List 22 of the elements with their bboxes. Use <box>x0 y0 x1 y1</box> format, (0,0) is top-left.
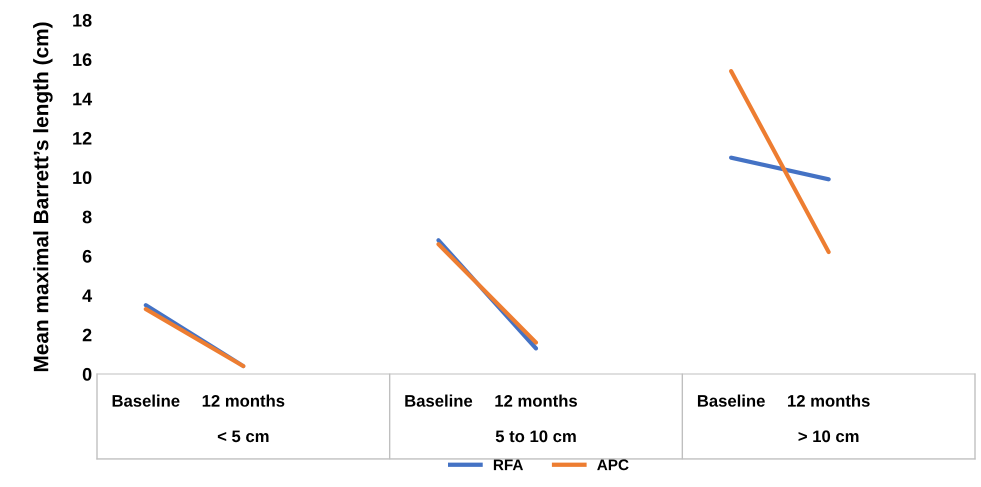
x-tick-label: Baseline <box>112 394 180 407</box>
y-tick-label: 6 <box>82 250 92 263</box>
y-tick-label: 10 <box>73 171 92 184</box>
x-tick-label: 12 months <box>495 394 577 407</box>
text: < 5 cm <box>218 430 268 442</box>
x-tick-label: 12 months <box>788 394 870 407</box>
x-tick-label: 12 months <box>202 394 284 407</box>
text: > 10 cm <box>798 430 858 442</box>
y-tick-label: 0 <box>82 368 92 381</box>
x-tick-label: Baseline <box>698 394 765 407</box>
text: 5 to 10 cm <box>496 430 576 442</box>
y-tick-label: 8 <box>82 210 92 224</box>
y-tick-label: 4 <box>82 289 92 302</box>
x-tick-label: Baseline <box>405 394 472 407</box>
y-tick-label: 16 <box>73 53 92 66</box>
y-tick-label: 14 <box>73 92 92 106</box>
legend-label: RFA <box>494 460 524 470</box>
y-tick-label: 18 <box>73 14 92 27</box>
y-tick-label: 2 <box>82 328 92 342</box>
y-tick-label: 12 <box>73 132 92 145</box>
y-axis-title: Mean maximal Barrett’s length (cm) <box>33 22 53 372</box>
legend-label: APC <box>597 459 629 470</box>
